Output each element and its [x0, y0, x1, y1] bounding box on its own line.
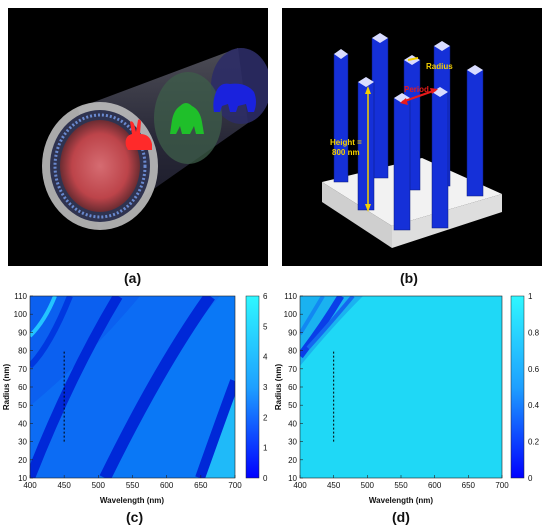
- x-tick-label: 450: [57, 481, 71, 490]
- y-tick-label: 90: [18, 328, 27, 337]
- colorbar-tick-label: 0: [528, 474, 533, 483]
- y-tick-label: 30: [288, 438, 297, 447]
- x-tick-label: 600: [160, 481, 174, 490]
- colorbar-tick-label: 0.8: [528, 328, 540, 337]
- x-tick-label: 550: [126, 481, 140, 490]
- y-tick-label: 60: [288, 383, 297, 392]
- y-tick-label: 60: [18, 383, 27, 392]
- x-tick-label: 650: [194, 481, 208, 490]
- chart-c: 400 450 500 550 600 650 700 102030405060708090…: [2, 292, 268, 505]
- gorilla-icon: [170, 103, 204, 134]
- rabbit-icon: [125, 119, 152, 150]
- y-tick-label: 100: [284, 310, 298, 319]
- x-tick-label: 700: [495, 481, 509, 490]
- x-tick-label: 400: [23, 481, 37, 490]
- colorbar-tick-label: 3: [263, 383, 268, 392]
- x-tick-label: 500: [361, 481, 375, 490]
- radius-label: Radius: [426, 62, 453, 71]
- y-tick-label: 50: [288, 401, 297, 410]
- x-tick-label: 650: [462, 481, 476, 490]
- colorbar-tick-label: 2: [263, 413, 268, 422]
- x-tick-label: 600: [428, 481, 442, 490]
- panel-label-a: (a): [124, 270, 142, 286]
- y-tick-label: 110: [284, 292, 297, 301]
- ylabel-c: Radius (nm): [2, 364, 11, 411]
- heatmap-d-field: [300, 296, 502, 478]
- colorbar-tick-label: 0.6: [528, 365, 540, 374]
- y-tick-label: 40: [18, 419, 27, 428]
- panel-label-b: (b): [400, 270, 418, 286]
- y-tick-label: 40: [288, 419, 297, 428]
- heatmap-c-field: [30, 296, 235, 478]
- panel-label-c: (c): [126, 509, 144, 525]
- y-tick-label: 20: [18, 456, 27, 465]
- colorbar-tick-label: 1: [263, 444, 268, 453]
- height-label: Height =: [330, 138, 362, 147]
- y-tick-label: 80: [288, 347, 297, 356]
- y-tick-label: 90: [288, 328, 297, 337]
- panel-label-d: (d): [392, 509, 410, 525]
- height-value-label: 800 nm: [332, 148, 360, 157]
- colorbar-tick-label: 0: [263, 474, 268, 483]
- y-tick-label: 100: [14, 310, 28, 319]
- x-tick-label: 550: [394, 481, 408, 490]
- xlabel-c: Wavelength (nm): [100, 496, 164, 505]
- y-tick-label: 50: [18, 401, 27, 410]
- cylinder-illustration: [42, 48, 271, 230]
- y-tick-label: 10: [288, 474, 297, 483]
- colorbar-tick-label: 5: [263, 322, 268, 331]
- y-tick-label: 80: [18, 347, 27, 356]
- colorbar-tick-label: 0.2: [528, 438, 540, 447]
- panel-b-image: Radius Period Height = 800 nm: [282, 8, 542, 266]
- colorbar-tick-label: 0.4: [528, 401, 540, 410]
- colorbar-d: [511, 296, 524, 478]
- x-tick-label: 450: [327, 481, 341, 490]
- y-tick-label: 70: [288, 365, 297, 374]
- panel-a-image: [8, 8, 271, 266]
- ylabel-d: Radius (nm): [274, 364, 283, 411]
- colorbar-tick-label: 6: [263, 292, 268, 301]
- bear-icon: [213, 83, 256, 112]
- y-tick-label: 20: [288, 456, 297, 465]
- x-tick-label: 700: [228, 481, 242, 490]
- y-tick-label: 30: [18, 438, 27, 447]
- x-tick-label: 400: [293, 481, 307, 490]
- colorbar-c: [246, 296, 259, 478]
- x-tick-label: 500: [92, 481, 106, 490]
- chart-d: 400 450 500 550 600 650 700 102030405060708090…: [274, 292, 540, 505]
- colorbar-tick-label: 1: [528, 292, 533, 301]
- xlabel-d: Wavelength (nm): [369, 496, 433, 505]
- nanopillar-array-illustration: [322, 33, 502, 248]
- y-tick-label: 110: [14, 292, 27, 301]
- colorbar-tick-label: 4: [263, 353, 268, 362]
- period-label: Period: [404, 85, 429, 94]
- y-tick-label: 10: [18, 474, 27, 483]
- y-tick-label: 70: [18, 365, 27, 374]
